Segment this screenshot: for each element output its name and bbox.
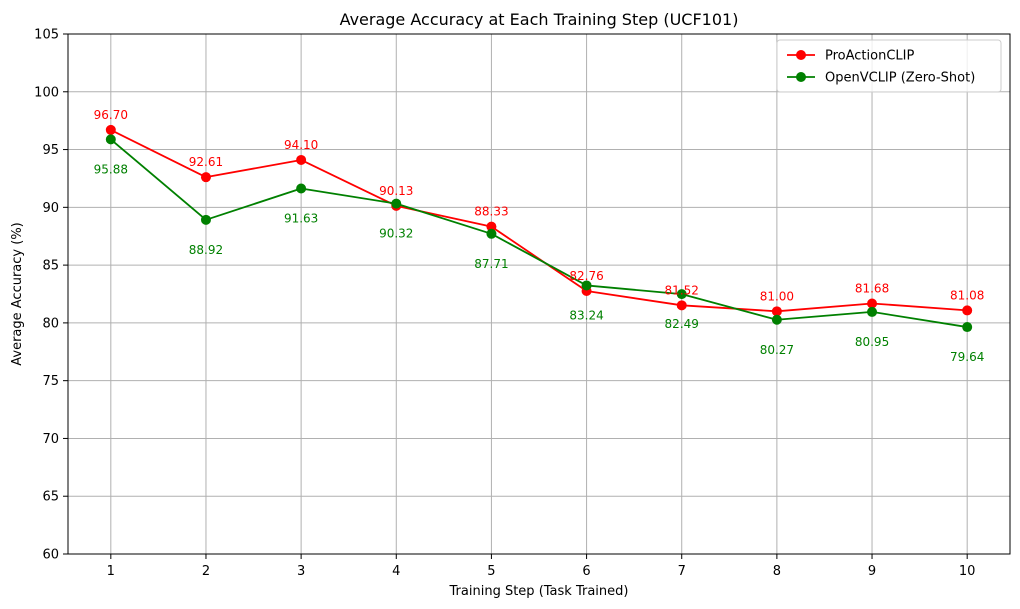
series-2-data-label: 80.95 [855,335,889,349]
series-2-data-label: 88.92 [189,243,223,257]
legend-label: ProActionCLIP [825,49,914,64]
y-tick-label: 95 [42,143,59,158]
x-axis-label: Training Step (Task Trained) [449,584,629,599]
legend-box [776,39,1002,93]
y-tick-label: 85 [42,259,59,274]
series-2-data-label: 91.63 [284,211,318,225]
y-tick-label: 100 [34,85,59,100]
x-tick-label: 10 [959,564,976,579]
x-tick-label: 4 [392,564,400,579]
series-1-point [296,154,307,165]
series-1-point [962,305,973,316]
x-tick-label: 2 [202,564,210,579]
x-tick-label: 3 [297,564,305,579]
series-2-point [771,314,782,325]
y-tick-label: 75 [42,374,59,389]
series-2-point [676,289,687,300]
x-tick-label: 8 [773,564,781,579]
series-2-data-label: 90.32 [379,227,413,241]
legend-label: OpenVCLIP (Zero-Shot) [825,71,975,86]
axis-ticks: 1 2 3 4 5 6 7 8 9 10 60 65 70 75 80 85 90 95 100 105 [34,28,975,580]
series-2-data-label: 83.24 [569,308,603,322]
series-1-data-label: 90.13 [379,184,413,198]
series-2-point [296,183,307,194]
y-tick-label: 105 [34,28,59,43]
series-layer [105,124,973,333]
series-2-data-label: 87.71 [474,257,508,271]
y-tick-label: 80 [42,316,59,331]
series-1-point [105,124,116,135]
y-tick-label: 70 [42,432,59,447]
series-1-data-label: 81.00 [760,289,794,303]
series-2-point [581,280,592,291]
plot-frame [67,33,1011,555]
y-axis-label: Average Accuracy (%) [10,222,25,366]
data-labels: 96.70 92.61 94.10 90.13 88.33 82.76 81.52 81.00… [94,108,985,364]
series-2-point [200,214,211,225]
series-2-line [110,138,968,328]
series-1-point [200,172,211,183]
series-1-data-label: 96.70 [94,108,128,122]
series-1-data-label: 81.52 [665,283,699,297]
series-2-data-label: 82.49 [665,317,699,331]
series-1-point [676,300,687,311]
series-2-point [391,198,402,209]
series-2-data-label: 79.64 [950,350,984,364]
x-tick-label: 1 [107,564,115,579]
chart-title: Average Accuracy at Each Training Step (… [340,10,739,29]
series-1-data-label: 92.61 [189,155,223,169]
legend-marker [796,50,806,60]
x-tick-label: 5 [487,564,495,579]
series-1-data-label: 81.68 [855,281,889,295]
series-1-line [110,129,968,313]
x-tick-label: 6 [582,564,590,579]
series-1-point [486,221,497,232]
series-1-data-label: 81.08 [950,288,984,302]
series-1-data-label: 94.10 [284,138,318,152]
series-1-data-label: 82.76 [569,269,603,283]
series-2-point [486,228,497,239]
series-1-point [867,298,878,309]
x-tick-label: 7 [678,564,686,579]
y-tick-label: 90 [42,201,59,216]
series-1-point [771,306,782,317]
series-2-data-label: 80.27 [760,343,794,357]
series-2-point [105,134,116,145]
legend: ProActionCLIP OpenVCLIP (Zero-Shot) [776,39,1002,93]
series-2-point [962,322,973,333]
y-tick-label: 65 [42,490,59,505]
legend-marker [796,72,806,82]
y-tick-label: 60 [42,548,59,563]
series-2-data-label: 95.88 [94,162,128,176]
series-1-data-label: 88.33 [474,205,508,219]
series-2-point [867,306,878,317]
x-tick-label: 9 [868,564,876,579]
